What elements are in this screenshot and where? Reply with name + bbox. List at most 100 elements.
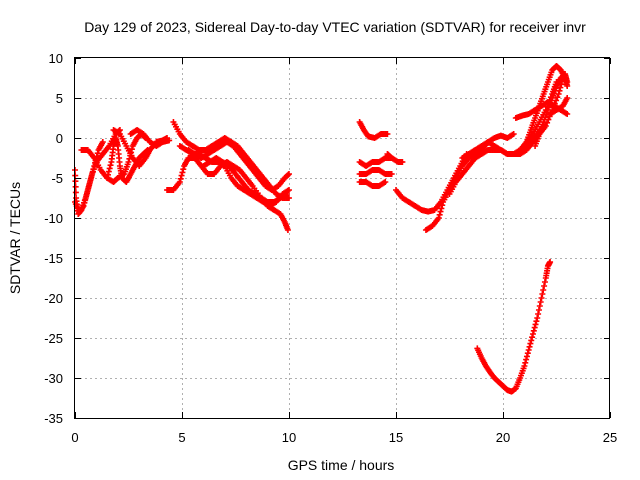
data-point [107,162,114,169]
data-point [284,227,291,233]
data-point [88,174,95,181]
data-point [435,215,442,221]
data-point [526,343,533,350]
x-tick-label: 15 [389,430,403,445]
data-point [179,169,186,176]
data-point [286,187,292,193]
data-point [99,139,106,145]
data-point [522,359,529,366]
series-arc-11 [200,155,290,205]
data-point [439,202,446,209]
data-point [541,279,548,285]
x-tick-label: 20 [496,430,510,445]
data-point [436,211,443,218]
data-point [176,179,183,185]
data-point [437,208,444,215]
data-point [547,259,554,265]
data-point [286,195,292,201]
data-point [529,331,536,337]
data-point [537,299,544,305]
data-point [72,183,79,190]
data-point [527,340,534,347]
y-tick-label: -5 [51,171,63,186]
data-point [534,315,541,321]
data-point [523,353,530,360]
data-point [84,187,91,193]
data-point [125,159,132,165]
data-point [283,191,290,197]
data-point [531,324,538,331]
data-point [80,203,87,209]
series-arc-14 [356,167,395,177]
y-tick-label: 0 [56,131,63,146]
data-point [540,287,547,293]
data-point [104,171,111,178]
data-point [525,347,532,353]
y-tick-label: -20 [44,291,63,306]
series-arc-16 [384,151,406,165]
data-point [554,94,561,101]
series-arc-25 [532,71,571,149]
data-point [106,165,113,172]
data-point [533,318,540,325]
chart-title: Day 129 of 2023, Sidereal Day-to-day VTE… [84,19,586,35]
data-point [105,168,112,175]
data-point [85,183,92,190]
y-tick-label: -25 [44,331,63,346]
y-axis-title: SDTVAR / TECUs [7,182,23,294]
data-point [539,291,546,297]
plot-frame [74,57,610,419]
data-point [523,356,530,363]
data-point [83,193,90,200]
x-tick-label: 5 [178,430,185,445]
data-point [166,137,173,144]
data-point [286,171,292,177]
series-arc-26 [474,259,554,395]
data-point [104,175,111,181]
x-axis-title: GPS time / hours [288,457,395,473]
data-point [382,179,389,185]
y-tick-label: -30 [44,371,63,386]
data-point [535,311,542,317]
data-point [86,180,93,187]
data-point [510,131,517,137]
data-point [538,295,545,301]
data-point [384,131,391,137]
y-tick-label: -15 [44,251,63,266]
tick-layer: 0 5 10 15 20 25 10 5 0 -5 -10 -15 -20 -25 -30 -35 [44,51,617,445]
y-tick-label: 10 [49,51,63,66]
data-point [72,178,79,185]
y-tick-label: 5 [56,91,63,106]
data-point [536,303,543,309]
data-point [87,177,94,184]
data-point [81,199,88,206]
data-layer [72,63,571,395]
series-arc-15 [356,179,389,189]
data-point [83,190,90,197]
series-arc-24 [547,95,571,117]
y-tick-label: -10 [44,211,63,226]
data-point [564,79,571,85]
series-arc-10 [185,139,292,193]
data-point [180,166,187,173]
data-point [82,196,89,203]
data-point [564,95,571,101]
data-point [177,175,184,182]
data-point [521,363,528,369]
data-point [541,283,548,289]
data-point [388,171,395,177]
data-point [524,350,531,357]
series-arc-12 [356,119,391,141]
data-point [530,327,537,334]
series-arc-4 [104,135,151,185]
data-point [564,111,571,117]
series-arc-20 [459,75,566,161]
data-point [528,337,535,344]
x-tick-label: 25 [603,430,617,445]
data-point [178,172,185,179]
x-tick-label: 0 [71,430,78,445]
x-tick-label: 10 [282,430,296,445]
data-point [399,159,406,165]
data-point [529,334,536,341]
